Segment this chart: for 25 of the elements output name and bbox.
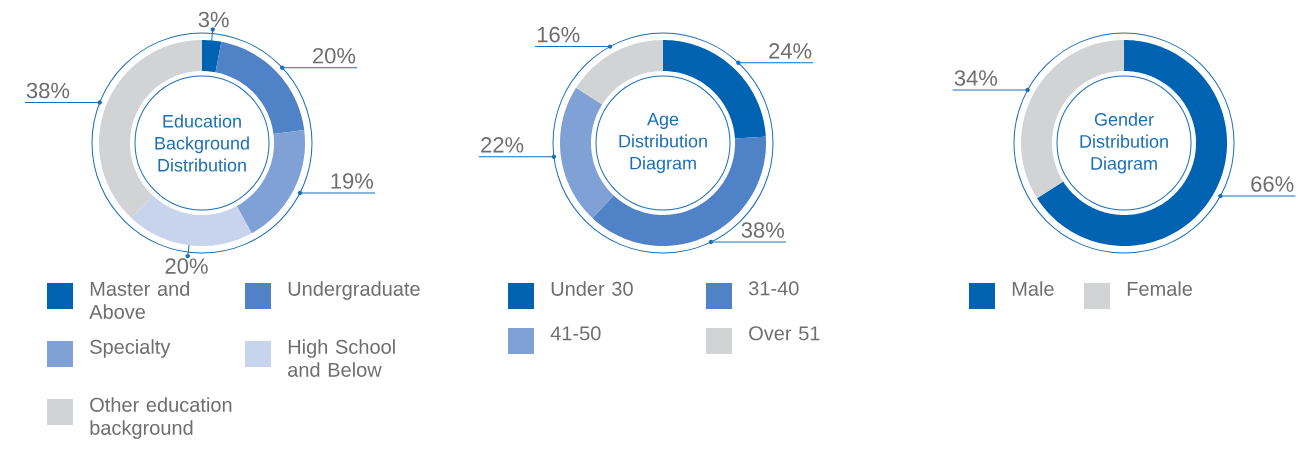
data-label: 34% xyxy=(954,70,998,86)
data-label: 38% xyxy=(741,222,784,238)
legend-label: 41-50 xyxy=(550,326,601,341)
legend-label: Male xyxy=(1012,281,1054,296)
data-label: 66% xyxy=(1251,176,1294,192)
legend-label: Other education background xyxy=(90,397,232,439)
legend-label: Specialty xyxy=(90,339,171,358)
legend-label: 31-40 xyxy=(748,281,799,296)
data-label: 24% xyxy=(769,43,812,59)
data-label: 20% xyxy=(165,258,208,274)
data-label: 20% xyxy=(313,47,356,64)
data-label: 3% xyxy=(198,11,229,28)
legend-label: High School and Below xyxy=(288,339,395,377)
legend-label: Undergraduate xyxy=(288,281,420,300)
text: Education Background Distribution xyxy=(155,114,249,172)
text: Age Distribution Diagram xyxy=(619,112,707,174)
data-label: 16% xyxy=(537,26,580,43)
data-label: 38% xyxy=(26,82,70,99)
data-label: 22% xyxy=(481,137,524,153)
legend-label: Over 51 xyxy=(749,326,820,341)
text: Gender Distribution Diagram xyxy=(1080,112,1168,174)
legend-label: Female xyxy=(1127,281,1193,296)
legend-label: Under 30 xyxy=(551,281,633,296)
data-label: 19% xyxy=(331,173,374,189)
legend-label: Master and Above xyxy=(89,281,190,319)
